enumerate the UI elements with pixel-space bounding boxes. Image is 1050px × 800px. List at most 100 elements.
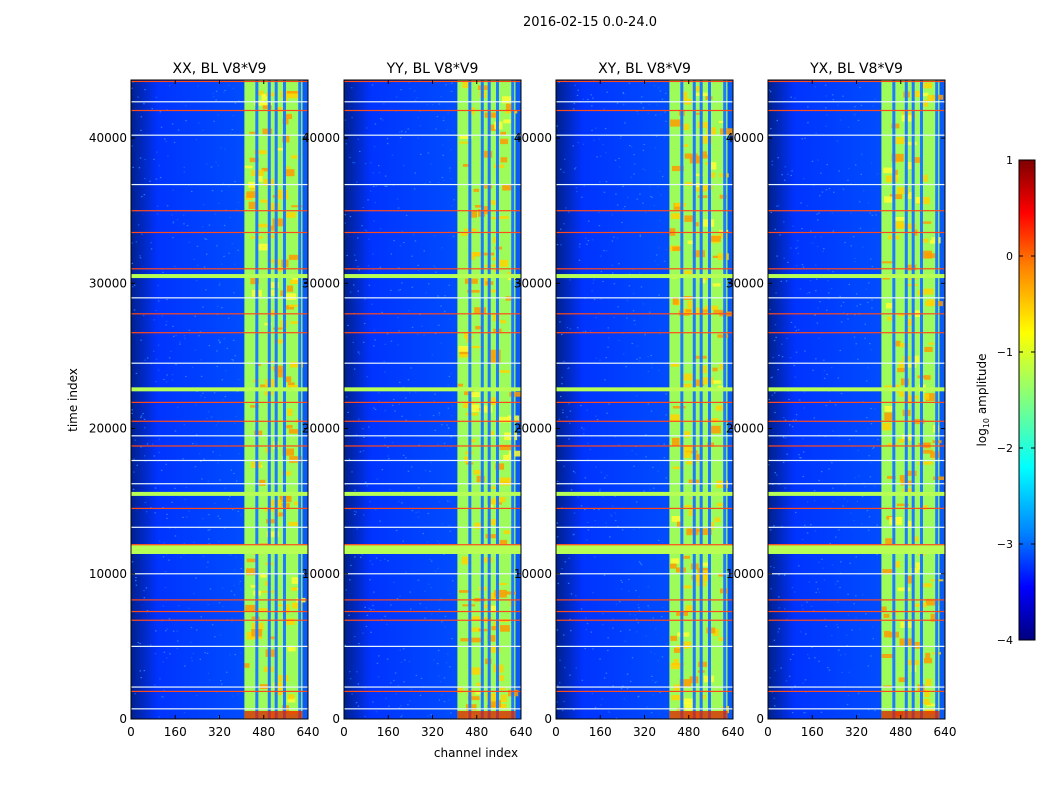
x-tick-label: 0 [340,725,348,739]
flagged-row-red [344,313,521,315]
colorbar: 1 0 −1 −2 −3 −4 log10 amplitude [975,154,1036,647]
y-tick-label: 40000 [726,131,764,145]
flagged-row-red [131,332,308,334]
rfi-channel-line [904,80,908,719]
y-tick-label: 20000 [89,422,127,436]
flagged-row-white [556,183,733,186]
rfi-channel-line [699,80,703,719]
rfi-channel-line [255,80,259,719]
flagged-row-red [131,599,308,601]
flagged-row-red [344,690,521,693]
flagged-row-white [556,297,733,299]
flagged-row-red [344,420,521,422]
x-tick-label: 480 [252,725,275,739]
colorbar-ticks: 1 0 −1 −2 −3 −4 [997,154,1035,647]
rfi-channel-line [692,80,696,719]
flagged-row-red [344,332,521,334]
flagged-row-white [344,526,521,528]
colorbar-tick-label: −3 [997,538,1013,551]
y-tick-label: 20000 [726,422,764,436]
y-axis-label: time index [66,368,80,432]
flagged-row-bright [131,547,308,552]
rfi-channel-line [298,80,302,719]
flagged-row-white [556,526,733,528]
figure-suptitle: 2016-02-15 0.0-24.0 [523,15,657,30]
flagged-row-red [131,401,308,404]
heatmap-image [768,80,945,719]
x-tick-label: 0 [764,725,772,739]
flagged-row-red [344,231,521,234]
flagged-row-red [344,445,521,447]
flagged-row-bright [556,274,733,279]
y-tick-label: 10000 [514,567,552,581]
x-tick-label: 320 [633,725,656,739]
flagged-row-bright [768,491,945,496]
panels: XX, BL V8*V9 0 160 320 480 640 0 10000 20000 3000… [89,61,957,739]
flagged-row-white [344,435,521,437]
flagged-row-bright [556,549,733,554]
flagged-row-red [556,231,733,234]
flagged-row-red [556,507,733,510]
flagged-row-bright [131,544,308,549]
heatmap-image [131,80,308,719]
flagged-row-white [131,134,308,136]
flagged-row-red [768,507,945,510]
x-tick-label: 160 [589,725,612,739]
x-tick-label: 0 [127,725,135,739]
flagged-row-bright [768,549,945,554]
flagged-row-white [556,435,733,437]
flagged-row-bright [131,274,308,279]
flagged-row-bright [768,387,945,392]
flagged-row-red [344,599,521,601]
flagged-row-red [768,332,945,334]
flagged-row-white [556,134,733,136]
flagged-row-bright [556,547,733,552]
colorbar-tick-label: 0 [1006,250,1013,263]
colorbar-tick-label: −1 [997,346,1013,359]
flagged-row-bright [768,544,945,549]
flagged-row-red [344,544,521,546]
flagged-row-red [131,690,308,693]
y-tick-label: 20000 [514,422,552,436]
flagged-row-white [131,183,308,186]
y-tick-label: 0 [332,712,340,726]
y-tick-label: 10000 [302,567,340,581]
rfi-band [457,80,516,719]
y-tick-label: 0 [119,712,127,726]
flagged-row-white [556,645,733,647]
flagged-row-white [768,483,945,485]
flagged-row-bright [556,544,733,549]
flagged-row-white [344,645,521,647]
flagged-row-white [344,362,521,364]
flagged-row-white [556,483,733,485]
y-tick-label: 40000 [89,131,127,145]
flagged-row-red [768,231,945,234]
flagged-row-bright [131,491,308,496]
flagged-row-red [556,619,733,621]
rfi-channel-line [892,80,896,719]
flagged-row-white [131,686,308,688]
colorbar-label: log10 amplitude [975,354,991,447]
flagged-row-white [768,573,945,575]
flagged-row-red [131,231,308,234]
flagged-row-red [131,610,308,613]
flagged-row-white [344,708,521,710]
flagged-row-red [768,544,945,546]
flagged-row-bright [556,491,733,496]
flagged-row-bright [344,387,521,392]
rfi-channel-line [274,80,278,719]
flagged-row-white [556,686,733,688]
flagged-row-white [768,708,945,710]
flagged-row-white [768,526,945,528]
panel-title: YX, BL V8*V9 [809,61,903,77]
heatmap-image [556,80,733,719]
flagged-row-white [768,134,945,136]
flagged-row-bright [131,387,308,392]
flagged-row-red [131,313,308,315]
flagged-row-red [556,332,733,334]
x-tick-label: 640 [934,725,957,739]
flagged-row-white [768,362,945,364]
flagged-row-white [768,645,945,647]
flagged-row-white [344,483,521,485]
